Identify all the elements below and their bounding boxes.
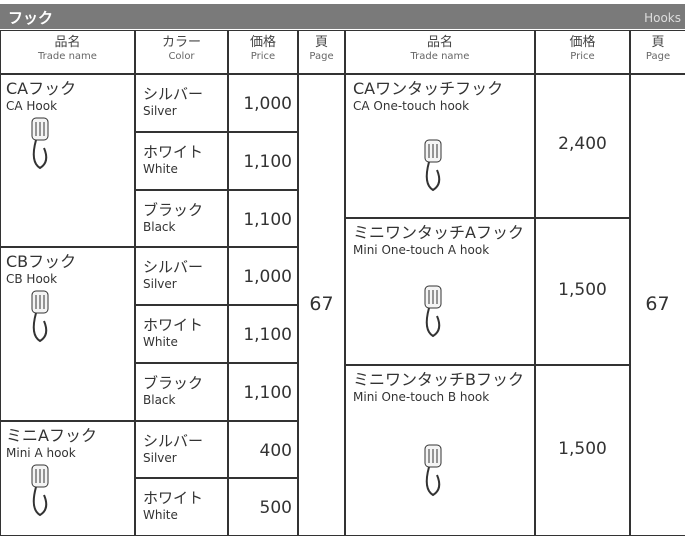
column-header-en: Trade name [38, 51, 97, 62]
cell [345, 74, 535, 218]
price: 1,100 [243, 209, 292, 230]
product-name-ja: CAワンタッチフック [353, 79, 504, 98]
header-bar [0, 4, 685, 29]
column-header-ja: カラー [161, 35, 201, 50]
hook-icon [31, 117, 49, 170]
product-name-ja: ミニAフック [6, 425, 97, 445]
column-header-en: Price [570, 51, 595, 62]
cell [0, 30, 135, 74]
cell [0, 74, 135, 248]
product-name-ja: ミニワンタッチBフック [353, 370, 524, 389]
price: 1,500 [558, 438, 607, 459]
color-ja: ホワイト [143, 142, 204, 161]
hook-icon [424, 285, 442, 337]
column-header-ja: 頁 [651, 35, 665, 50]
column-header-en: Page [645, 51, 671, 62]
column-header: カラー Color [135, 36, 228, 64]
column-header: 価格 Price [535, 36, 630, 64]
color-ja: シルバー [143, 85, 204, 103]
cell [135, 420, 228, 479]
cell [228, 30, 298, 74]
color-en: Black [143, 219, 176, 234]
product-name-en: CA One-touch hook [353, 99, 470, 113]
hook-icon [424, 139, 442, 192]
cell [228, 247, 298, 305]
cell [298, 30, 345, 74]
cell [535, 74, 630, 218]
color-en: Silver [143, 277, 177, 292]
cell [135, 131, 228, 190]
cell [228, 420, 298, 479]
page-number: 67 [309, 293, 334, 315]
product-name-ja: ミニワンタッチAフック [353, 223, 524, 242]
color-ja: シルバー [143, 258, 204, 277]
column-header: 頁 Page [630, 36, 685, 64]
cell [135, 74, 228, 132]
column-header: 品名 Trade name [345, 36, 535, 64]
color-en: White [143, 508, 178, 523]
cell [228, 131, 298, 190]
color-ja: ホワイト [143, 489, 204, 508]
column-header-ja: 品名 [426, 35, 453, 50]
color-ja: ブラック [143, 373, 204, 392]
price: 1,000 [243, 267, 292, 288]
cell [630, 30, 685, 74]
hook-icon [424, 444, 442, 496]
column-header: 価格 Price [228, 36, 298, 64]
cell [135, 30, 228, 74]
color-ja: シルバー [143, 431, 204, 450]
price: 400 [259, 440, 292, 461]
cell [135, 189, 228, 248]
color-en: White [143, 161, 178, 176]
product-name-en: CB Hook [6, 272, 58, 287]
color-ja: ホワイト [143, 316, 204, 334]
price: 1,000 [243, 94, 292, 114]
column-header-ja: 価格 [569, 35, 596, 50]
header-subtitle: Hooks [644, 11, 681, 25]
price: 1,100 [243, 382, 292, 403]
column-header-ja: 品名 [54, 35, 81, 50]
column-header: 品名 Trade name [0, 36, 135, 64]
color-en: Silver [143, 104, 177, 118]
column-header: 頁 Page [298, 36, 345, 64]
product-name-en: Mini A hook [6, 445, 76, 460]
price: 500 [259, 498, 292, 519]
cell [228, 305, 298, 363]
cell [135, 247, 228, 305]
cell [135, 305, 228, 363]
column-header-ja: 頁 [314, 35, 328, 50]
cell [228, 189, 298, 248]
hook-icon [31, 464, 49, 516]
color-en: Black [143, 392, 176, 407]
cell [345, 30, 535, 74]
cell [535, 218, 630, 365]
column-header-en: Color [168, 51, 195, 62]
product-name-en: Mini One-touch B hook [353, 390, 490, 404]
price: 2,400 [558, 134, 607, 154]
hook-icon [31, 290, 49, 343]
column-header-ja: 価格 [249, 35, 276, 50]
cell [0, 247, 135, 421]
page-number: 67 [645, 293, 670, 315]
cell [228, 74, 298, 132]
color-en: White [143, 335, 178, 349]
column-header-en: Page [309, 51, 334, 62]
product-name-en: Mini One-touch A hook [353, 243, 490, 257]
price: 1,500 [558, 279, 607, 300]
product-name-ja: CBフック [6, 252, 77, 272]
cell [228, 362, 298, 421]
cell [345, 218, 535, 365]
color-en: Silver [143, 450, 177, 465]
cell [535, 30, 630, 74]
cell [135, 362, 228, 421]
product-name-en: CA Hook [6, 99, 58, 113]
column-header-en: Trade name [410, 51, 470, 62]
price: 1,100 [243, 151, 292, 172]
product-name-ja: CAフック [6, 79, 77, 98]
color-ja: ブラック [143, 200, 204, 219]
column-header-en: Price [250, 51, 276, 62]
header-title: フック [8, 9, 54, 27]
price: 1,100 [243, 325, 292, 345]
